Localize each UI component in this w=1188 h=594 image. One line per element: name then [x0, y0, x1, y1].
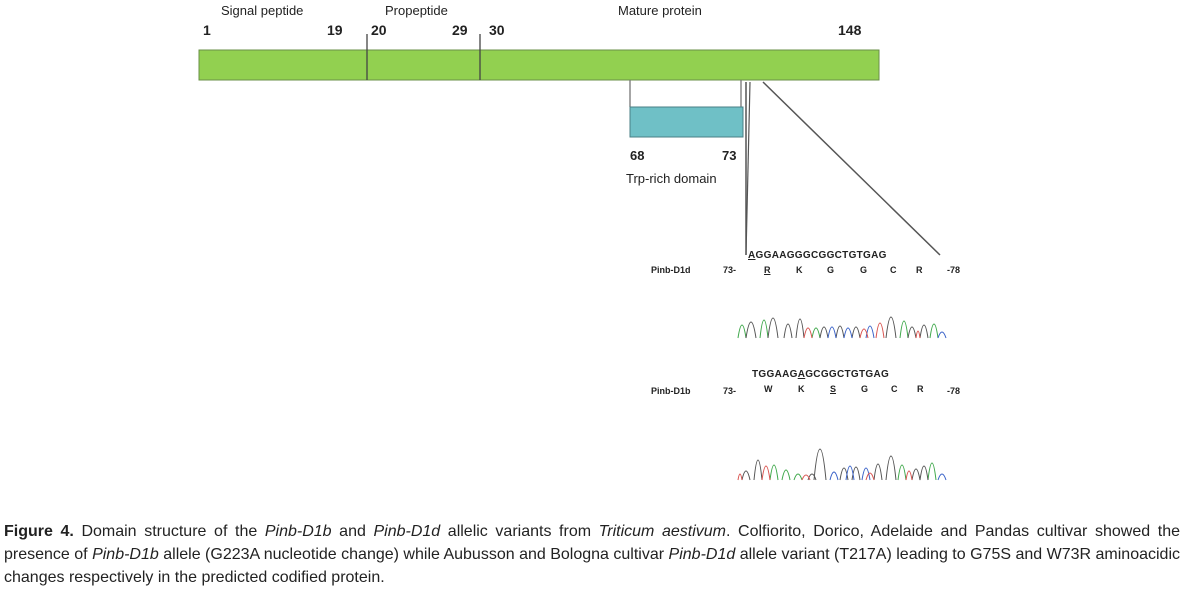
domain-start-label: 68	[630, 148, 645, 163]
nucleotide-sequence-pinb-d1d: AGGAAGGGCGGCTGTGAG	[748, 250, 887, 261]
amino-acid: R	[917, 384, 924, 394]
amino-acid: C	[891, 384, 898, 394]
region-label-propeptide: Propeptide	[385, 3, 448, 18]
residue-start: 73-	[723, 265, 737, 275]
caption-text: allele variant (T217A) leading to G75S a…	[4, 546, 1181, 586]
domain-end-label: 73	[722, 148, 737, 163]
amino-acid: R	[916, 265, 923, 275]
region-label-mature-protein: Mature protein	[618, 3, 702, 18]
chromatogram-trace-g	[741, 448, 929, 481]
amino-acid: G	[861, 384, 869, 394]
chromatogram-pinb-d1d	[737, 316, 947, 339]
chromatogram-pinb-d1b	[737, 448, 947, 481]
chromatogram-trace-t	[737, 465, 913, 481]
amino-acid-mutated: R	[764, 265, 771, 275]
caption-gene-name: Pinb-D1b	[92, 546, 159, 563]
sequence-zoom-line-mid	[745, 81, 751, 256]
caption-text: allele (G223A nucleotide change) while A…	[158, 546, 669, 563]
chromatogram-trace-a	[769, 462, 937, 481]
sequence-zoom-line-right	[762, 81, 941, 256]
amino-acid-mutated: S	[830, 384, 837, 394]
mutated-nucleotide: A	[748, 250, 756, 261]
caption-text: . Colfiorito, Dorico, Adelaide and Panda…	[4, 523, 1180, 563]
amino-acid: W	[764, 384, 773, 394]
amino-acid: G	[860, 265, 868, 275]
position-label: 30	[489, 22, 505, 38]
figure-number: Figure 4.	[4, 523, 74, 540]
position-label: 148	[838, 22, 862, 38]
chromatogram-trace-c	[829, 465, 947, 481]
protein-bar	[198, 49, 880, 81]
residue-start: 73-	[723, 386, 737, 396]
chromatogram-trace-g	[745, 316, 929, 339]
region-label-signal-peptide: Signal peptide	[221, 3, 304, 18]
position-label: 29	[452, 22, 468, 38]
caption-species-name: Triticum aestivum	[598, 523, 726, 540]
caption-gene-name: Pinb-D1b	[264, 523, 332, 540]
amino-acid: C	[890, 265, 897, 275]
amino-acid: K	[796, 265, 803, 275]
domain-name-label: Trp-rich domain	[626, 171, 717, 186]
position-label: 20	[371, 22, 387, 38]
allele-name-pinb-d1b: Pinb-D1b	[651, 386, 691, 396]
allele-name-pinb-d1d: Pinb-D1d	[651, 265, 691, 275]
chromatogram-trace-t	[803, 322, 921, 339]
figure-caption: Figure 4. Domain structure of the Pinb-D…	[4, 520, 1180, 589]
mutated-nucleotide: A	[797, 369, 806, 380]
sequence-after: GCGGCTGTGAG	[805, 369, 890, 380]
chromatogram-trace-a	[737, 319, 939, 339]
chromatogram-trace-c	[827, 325, 947, 339]
position-label: 19	[327, 22, 343, 38]
sequence-remainder: GGAAGGGCGGCTGTGAG	[755, 250, 887, 261]
amino-acid: K	[798, 384, 805, 394]
caption-gene-name: Pinb-D1d	[373, 523, 441, 540]
caption-text: Domain structure of the	[73, 523, 265, 540]
amino-acid: G	[827, 265, 835, 275]
residue-end: -78	[947, 386, 961, 396]
caption-text: and	[331, 523, 374, 540]
residue-end: -78	[947, 265, 961, 275]
nucleotide-sequence-pinb-d1b: TGGAAGAGCGGCTGTGAG	[752, 369, 889, 380]
caption-text: allelic variants from	[440, 523, 599, 540]
trp-rich-domain-box	[629, 106, 744, 138]
position-label: 1	[203, 22, 211, 38]
sequence-before: TGGAAG	[752, 369, 798, 380]
caption-gene-name: Pinb-D1d	[668, 546, 736, 563]
